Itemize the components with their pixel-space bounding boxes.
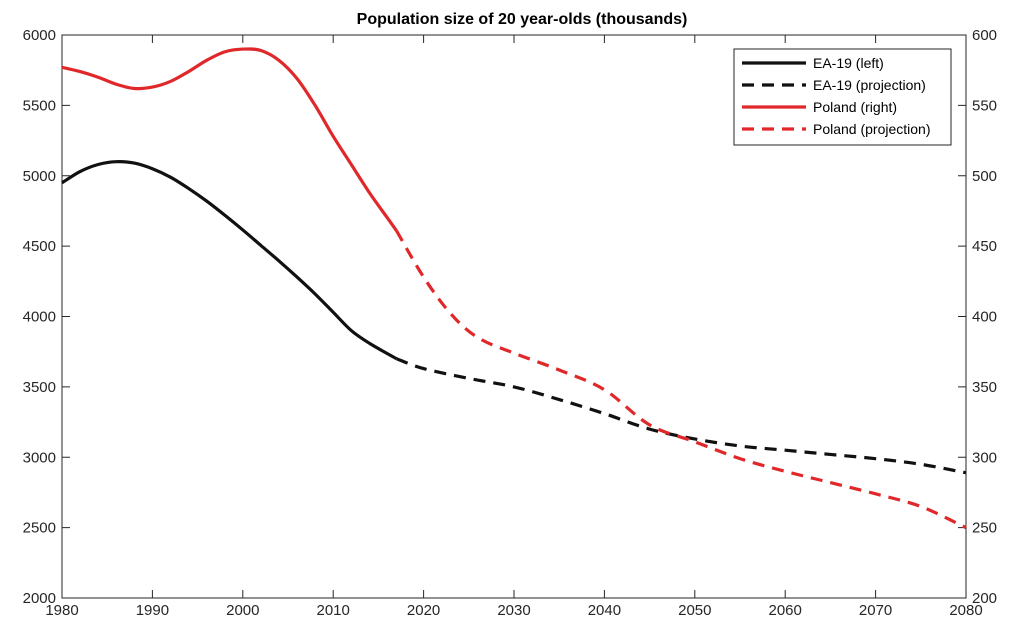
series-line-ea-19-left xyxy=(61,160,398,361)
x-tick-label: 1980 xyxy=(45,602,78,619)
series-line-poland-right xyxy=(61,47,398,232)
legend-label: EA-19 (left) xyxy=(813,55,884,71)
legend-label: Poland (projection) xyxy=(813,121,931,137)
chart-title: Population size of 20 year-olds (thousan… xyxy=(357,11,688,28)
legend-items: EA-19 (left) EA-19 (projection) Poland (ri… xyxy=(742,55,931,137)
axis-ticks: 1980 1990 2000 2010 2020 2030 2040 2050 2060 2070… xyxy=(23,27,997,619)
x-tick-label: 2060 xyxy=(769,602,802,619)
y-right-tick-label: 350 xyxy=(972,379,997,396)
y-right-tick-label: 250 xyxy=(972,520,997,537)
y-left-tick-label: 5000 xyxy=(23,168,56,185)
x-tick-label: 2040 xyxy=(588,602,621,619)
x-tick-label: 1990 xyxy=(136,602,169,619)
y-right-tick-label: 550 xyxy=(972,97,997,114)
y-right-tick-label: 450 xyxy=(972,238,997,255)
legend: EA-19 (left) EA-19 (projection) Poland (ri… xyxy=(733,48,952,146)
y-left-tick-label: 2000 xyxy=(23,590,56,607)
x-tick-label: 2010 xyxy=(317,602,350,619)
series-line-ea-19-projection xyxy=(395,357,967,475)
x-tick-label: 2000 xyxy=(226,602,259,619)
x-tick-label: 2030 xyxy=(497,602,530,619)
y-right-tick-label: 400 xyxy=(972,309,997,326)
y-left-tick-label: 5500 xyxy=(23,97,56,114)
y-left-tick-label: 3000 xyxy=(23,449,56,466)
y-left-tick-label: 6000 xyxy=(23,27,56,44)
series-line-poland-projection xyxy=(395,229,967,530)
x-tick-label: 2020 xyxy=(407,602,440,619)
y-left-tick-label: 4000 xyxy=(23,309,56,326)
y-right-tick-label: 500 xyxy=(972,168,997,185)
y-right-tick-label: 200 xyxy=(972,590,997,607)
series-lines xyxy=(61,47,967,530)
y-left-tick-label: 4500 xyxy=(23,238,56,255)
x-tick-label: 2050 xyxy=(678,602,711,619)
y-left-tick-label: 3500 xyxy=(23,379,56,396)
y-left-tick-label: 2500 xyxy=(23,520,56,537)
x-tick-label: 2070 xyxy=(859,602,892,619)
legend-label: Poland (right) xyxy=(813,99,897,115)
x-tick-label: 2080 xyxy=(949,602,982,619)
legend-label: EA-19 (projection) xyxy=(813,77,926,93)
y-right-tick-label: 600 xyxy=(972,27,997,44)
y-right-tick-label: 300 xyxy=(972,449,997,466)
